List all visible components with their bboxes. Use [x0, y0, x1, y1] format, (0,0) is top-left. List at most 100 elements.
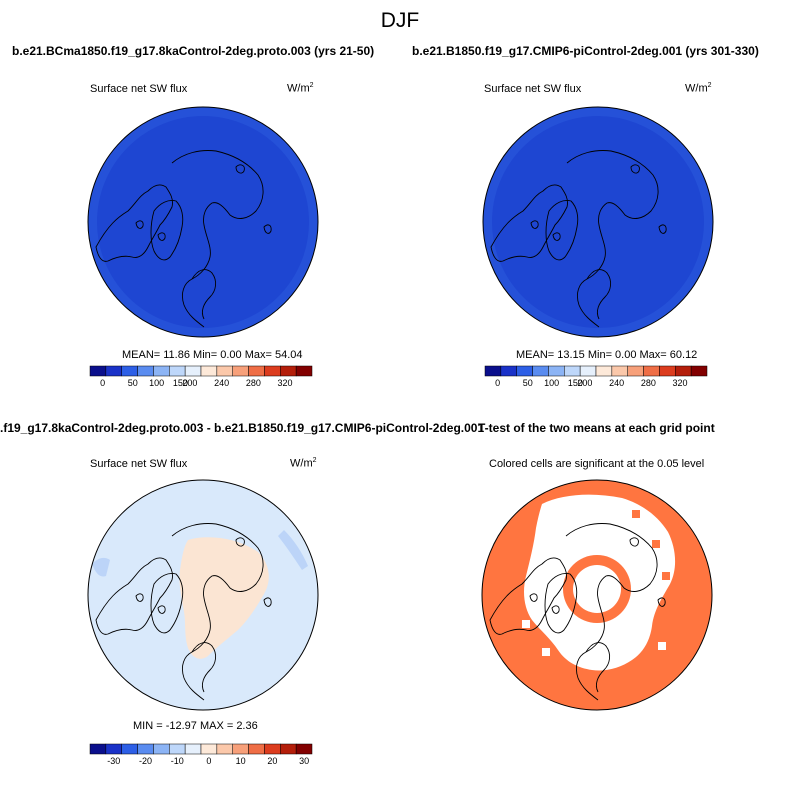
coastline-4 [135, 593, 144, 602]
colorbar-bin [89, 365, 107, 377]
panel-2-variable-label: Surface net SW flux [484, 83, 582, 95]
colorbar-tick-label: 320 [673, 378, 688, 388]
colorbar-tick-label: 100 [544, 378, 559, 388]
colorbar-bin [153, 743, 170, 755]
colorbar-bin [184, 365, 202, 377]
coastline-2 [565, 523, 658, 701]
coastline-3 [191, 269, 217, 320]
coastline-1 [545, 200, 579, 261]
colorbar-bin [595, 365, 613, 377]
coastline-1 [150, 200, 184, 261]
coastline-2 [566, 150, 659, 328]
colorbar-bin [232, 365, 249, 377]
colorbar-bin [169, 365, 186, 377]
colorbar-bin [295, 365, 313, 377]
colorbar-tick-label: 50 [128, 378, 138, 388]
colorbar-bin [516, 365, 533, 377]
colorbar-tick-label: 100 [149, 378, 164, 388]
colorbar-bin [200, 365, 218, 377]
coastline-0 [489, 557, 567, 635]
panel-3-colorbar: -30 -20 -10 0 10 20 30 [89, 743, 313, 766]
coastline-2 [171, 523, 264, 701]
coastline-4 [135, 220, 144, 229]
panel-1-stats: MEAN= 11.86 Min= 0.00 Max= 54.04 [122, 349, 303, 361]
colorbar-tick-label: 30 [299, 756, 309, 766]
colorbar-tick-label: 200 [182, 378, 197, 388]
coastline-3 [191, 642, 217, 693]
colorbar-tick-label: 240 [214, 378, 229, 388]
colorbar-bin [643, 365, 660, 377]
coastline-5 [157, 232, 166, 241]
map-border [481, 479, 713, 711]
colorbar-bin [216, 365, 233, 377]
coastline-0 [95, 557, 173, 635]
colorbar-bin [579, 365, 597, 377]
coastline-4 [530, 220, 539, 229]
map-border [482, 106, 714, 338]
colorbar-bin [200, 743, 218, 755]
colorbar-tick-label: 240 [609, 378, 624, 388]
colorbar-bin [137, 365, 154, 377]
coastline-6 [629, 537, 639, 547]
panel-1-variable-label: Surface net SW flux [90, 83, 188, 95]
positive-anomaly-region [179, 537, 269, 659]
coastline-6 [630, 164, 640, 174]
panel-3-title: .f19_g17.8kaControl-2deg.proto.003 - b.e… [0, 421, 485, 435]
colorbar-tick-label: 320 [278, 378, 293, 388]
panel-2-stats: MEAN= 13.15 Min= 0.00 Max= 60.12 [516, 349, 698, 361]
colorbar-tick-label: 10 [236, 756, 246, 766]
colorbar-tick-label: 150 [568, 378, 583, 388]
panel-3-units: W/m2 [290, 457, 317, 470]
map-fill [88, 107, 318, 337]
colorbar-tick-label: 20 [267, 756, 277, 766]
coastline-5 [552, 232, 561, 241]
colorbar-tick-label: 280 [246, 378, 261, 388]
coastline-6 [235, 164, 245, 174]
colorbar-tick-label: 200 [577, 378, 592, 388]
colorbar-bin [248, 743, 265, 755]
colorbar-bin [264, 365, 281, 377]
panel-4-subtitle: Colored cells are significant at the 0.0… [489, 458, 705, 470]
panel-1-map [87, 106, 319, 338]
panel-3-map [87, 479, 319, 711]
coastline-0 [490, 184, 568, 262]
coastline-2 [171, 150, 264, 328]
colorbar-bin [564, 365, 581, 377]
colorbar-tick-label: -10 [171, 756, 184, 766]
colorbar-tick-label: 0 [206, 756, 211, 766]
map-fill [483, 107, 713, 337]
colorbar-bin [280, 365, 297, 377]
panel-2-units: W/m2 [685, 82, 712, 95]
coastline-0 [95, 184, 173, 262]
figure-title: DJF [380, 9, 420, 32]
panel-3-stats: MIN = -12.97 MAX = 2.36 [133, 720, 258, 732]
colorbar-bin [153, 365, 170, 377]
colorbar-bin [675, 365, 692, 377]
colorbar-bin [611, 365, 628, 377]
colorbar-tick-label: -30 [107, 756, 120, 766]
coastline-1 [150, 573, 184, 634]
colorbar-bin [248, 365, 265, 377]
colorbar-bin [232, 743, 249, 755]
map-border [87, 479, 319, 711]
panel-2-map [482, 106, 714, 338]
colorbar-bin [184, 743, 202, 755]
colorbar-bin [89, 743, 107, 755]
colorbar-bin [690, 365, 708, 377]
coastline-6 [235, 537, 245, 547]
colorbar-tick-label: 0 [495, 378, 500, 388]
insignificant-center [573, 565, 621, 613]
colorbar-bin [627, 365, 644, 377]
panel-3-variable-label: Surface net SW flux [90, 458, 188, 470]
coastline-1 [544, 573, 578, 634]
colorbar-tick-label: 50 [523, 378, 533, 388]
colorbar-bin [280, 743, 297, 755]
coastline-7 [263, 597, 272, 607]
colorbar-bin [264, 743, 281, 755]
coastline-7 [658, 224, 667, 234]
colorbar-bin [659, 365, 676, 377]
panel-2-title: b.e21.B1850.f19_g17.CMIP6-piControl-2deg… [412, 44, 759, 58]
colorbar-bin [548, 365, 565, 377]
